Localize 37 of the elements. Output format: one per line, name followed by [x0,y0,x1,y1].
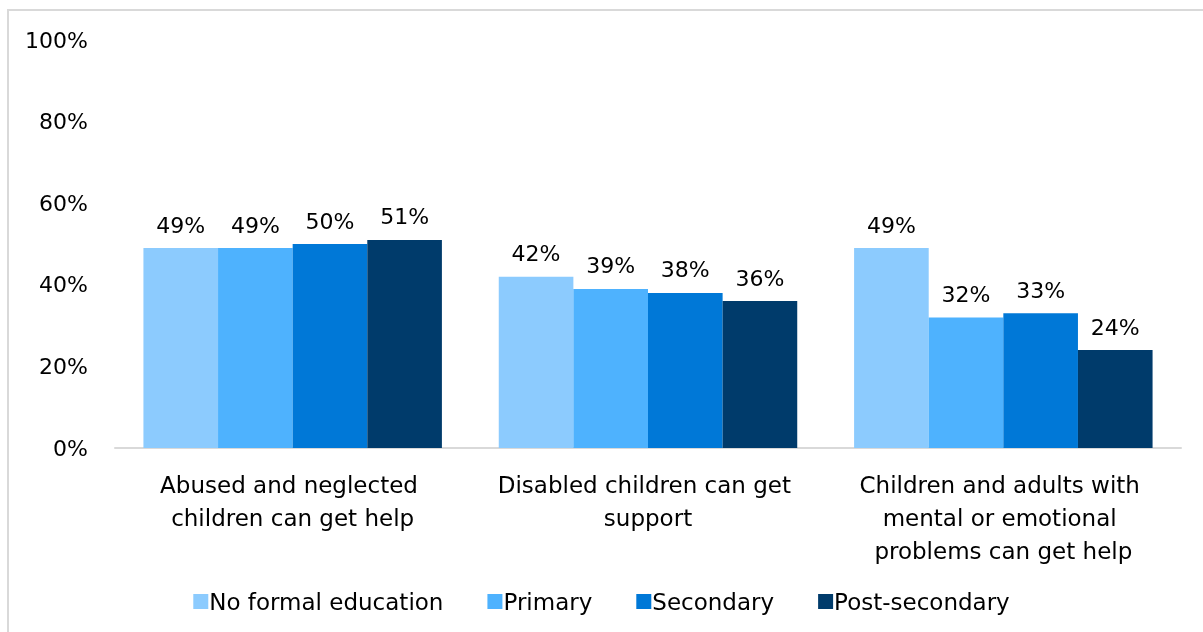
x-tick-label: Disabled children can get support [497,471,799,531]
legend-label: No formal education [209,588,444,615]
bar [292,244,368,448]
legend-label: Secondary [652,588,775,615]
data-label: 49% [866,212,916,238]
data-label: 32% [941,281,991,307]
y-tick-label: 40% [39,272,88,298]
y-tick-label: 20% [39,353,88,379]
bar [648,292,723,448]
x-tick-label: Children and adults with mental or emotional problems can get help [859,471,1148,564]
data-label: 49% [156,212,206,238]
data-label: 24% [1090,314,1140,340]
data-label: 49% [230,212,280,238]
bar [573,288,648,448]
bar [854,248,929,448]
y-tick-label: 80% [39,109,88,135]
bar [1003,313,1078,448]
y-tick-label: 0% [53,435,88,461]
bar [722,301,798,448]
data-label: 42% [511,241,561,267]
legend-label: Primary [503,588,593,615]
bar [928,317,1004,448]
bar [367,239,442,448]
data-label: 50% [305,208,355,234]
legend-label: Post-secondary [834,588,1010,615]
bar [143,248,219,448]
data-label: 33% [1016,277,1066,303]
y-tick-label: 100% [25,27,88,53]
data-label: 39% [586,253,636,279]
bar [498,276,574,448]
bar [1077,350,1153,448]
data-label: 36% [735,265,785,291]
bar [218,248,293,448]
data-label: 51% [380,204,430,230]
data-label: 38% [660,257,710,283]
x-tick-label: Abused and neglected children can get help [160,471,426,531]
y-tick-label: 60% [39,190,88,216]
